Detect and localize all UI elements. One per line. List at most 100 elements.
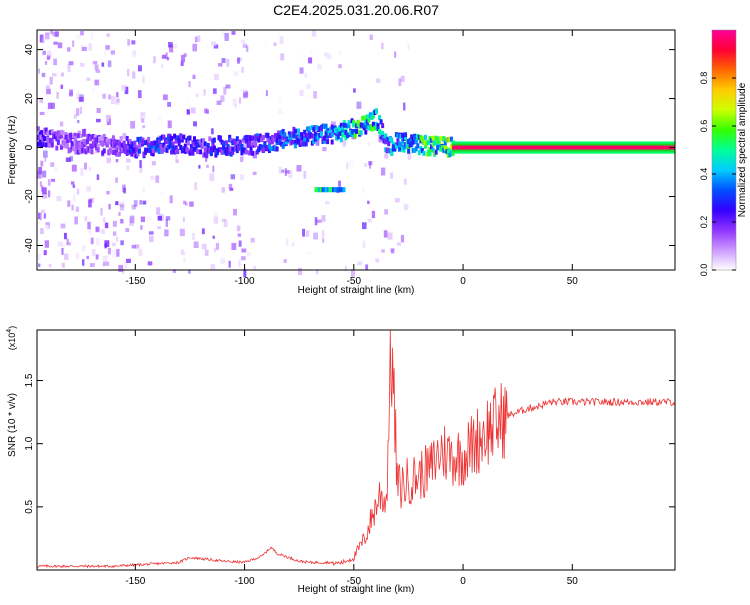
spectrogram-ridge-cell — [209, 146, 213, 152]
spectrogram-y-tick-label: 20 — [24, 93, 35, 105]
spectrogram-speckle — [65, 157, 71, 162]
spectrogram-speckle — [78, 96, 84, 103]
spectrogram-speckle — [39, 111, 45, 116]
spectrogram-speckle — [116, 99, 120, 103]
spectrogram-ridge-cell — [430, 144, 434, 150]
spectrogram-ridge-cell — [304, 141, 308, 147]
spectrogram-ridge-cell — [359, 122, 363, 128]
spectrogram-ridge-cell — [246, 141, 250, 147]
spectrogram-ridge-cell — [318, 132, 322, 138]
spectrogram-y-tick-label: -40 — [24, 238, 35, 253]
spectrogram-speckle — [299, 89, 304, 96]
spectrogram-ridge-cell — [312, 139, 316, 145]
spectrogram-speckle — [305, 230, 310, 237]
spectrogram-speckle — [57, 42, 63, 49]
spectrogram-ridge-cell — [183, 147, 187, 153]
spectrogram-ridge-cell — [111, 141, 115, 147]
spectrogram-ridge-cell — [182, 134, 186, 140]
spectrogram-speckle — [110, 95, 115, 104]
spectrogram-ridge-cell — [75, 148, 79, 154]
spectrogram-ridge-cell — [373, 125, 377, 131]
spectrogram-ridge-cell — [237, 141, 241, 147]
spectrogram-speckle — [41, 37, 46, 44]
spectrogram-ridge-cell — [397, 141, 401, 147]
spectrogram-speckle — [118, 264, 124, 273]
snr-y-multiplier: (x104) — [6, 326, 17, 350]
spectrogram-ridge-cell — [263, 145, 267, 151]
spectrogram-ridge-cell — [197, 142, 201, 148]
spectrogram-ridge-cell — [309, 132, 313, 138]
spectrogram-speckle — [168, 41, 173, 48]
spectrogram-ridge-cell — [193, 146, 197, 152]
spectrogram-speckle — [353, 88, 356, 93]
spectrogram-ridge-cell — [55, 145, 59, 151]
spectrogram-speckle — [104, 222, 109, 229]
spectrogram-ridge-cell — [193, 136, 197, 142]
spectrogram-ridge-cell — [382, 138, 386, 144]
spectrogram-ridge-cell — [44, 127, 48, 133]
spectrogram-ridge-cell — [119, 142, 123, 148]
spectrogram-ridge-cell — [189, 143, 193, 149]
spectrogram-ridge-cell — [448, 137, 452, 143]
spectrogram-speckle — [63, 253, 69, 261]
spectrogram-ridge-cell — [111, 150, 115, 156]
spectrogram-ridge-cell — [411, 135, 415, 141]
spectrogram-speckle — [107, 127, 112, 134]
spectrogram-speckle — [79, 106, 83, 115]
spectrogram-speckle — [96, 107, 101, 113]
spectrogram-ridge-cell — [225, 150, 229, 156]
spectrogram-ridge-cell — [211, 141, 215, 147]
spectrogram-speckle — [224, 32, 229, 41]
spectrogram-ridge-cell — [59, 133, 63, 139]
spectrogram-speckle — [389, 172, 394, 179]
spectrogram-ridge-cell — [102, 148, 106, 154]
spectrogram-blob-cell — [330, 187, 334, 193]
spectrogram-ridge-cell — [137, 143, 141, 149]
spectrogram-speckle — [37, 68, 40, 74]
spectrogram-ridge-cell — [401, 138, 405, 144]
spectrogram-ridge-cell — [113, 143, 117, 149]
spectrogram-blob-cell — [337, 187, 341, 193]
spectrogram-ridge-cell — [347, 123, 351, 129]
spectrogram-speckle — [189, 201, 194, 207]
spectrogram-ridge-cell — [238, 142, 242, 148]
spectrogram-speckle — [283, 259, 287, 263]
spectrogram-ridge-cell — [431, 147, 435, 153]
spectrogram-ridge-cell — [205, 153, 209, 159]
spectrogram-ridge-cell — [115, 150, 119, 156]
spectrogram-ridge-cell — [53, 134, 57, 140]
spectrogram-ridge-cell — [108, 138, 112, 144]
spectrogram-speckle — [81, 259, 85, 266]
spectrogram-ridge-cell — [381, 135, 385, 141]
spectrogram-speckle — [223, 87, 227, 95]
spectrogram-ridge-cell — [436, 145, 440, 151]
spectrogram-x-ticks: -150 -100 -50 0 50 — [125, 30, 578, 287]
spectrogram-ridge-cell — [171, 145, 175, 151]
spectrogram-ridge-cell — [61, 139, 65, 145]
spectrogram-ridge-cell — [269, 136, 273, 142]
spectrogram-speckle — [218, 63, 223, 67]
spectrogram-ridge-cell — [64, 131, 68, 137]
spectrogram-x-axis-label: Height of straight line (km) — [298, 285, 415, 296]
spectrogram-speckle — [206, 164, 209, 168]
spectrogram-ridge-cell — [121, 142, 125, 148]
spectrogram-ridge-cell — [315, 135, 319, 141]
spectrogram-ridge-cell — [163, 137, 167, 143]
spectrogram-speckle — [232, 98, 237, 106]
spectrogram-ridge-cell — [131, 146, 135, 152]
spectrogram-ridge-cell — [206, 148, 210, 154]
spectrogram-ridge-cell — [427, 139, 431, 145]
spectrogram-speckle — [233, 208, 237, 216]
spectrogram-band-core — [452, 145, 675, 150]
spectrogram-x-tick-label: 50 — [567, 276, 579, 287]
spectrogram-ridge-cell — [419, 138, 423, 144]
spectrogram-ridge-cell — [203, 152, 207, 158]
spectrogram-ridge-cell — [404, 141, 408, 147]
spectrogram-speckle — [61, 262, 65, 268]
spectrogram-speckle — [141, 115, 147, 121]
spectrogram-ridge-cell — [90, 149, 94, 155]
snr-x-tick-label: 50 — [567, 576, 579, 587]
spectrogram-speckle — [156, 207, 161, 215]
spectrogram-speckle — [277, 109, 283, 114]
spectrogram-speckle — [239, 174, 244, 180]
